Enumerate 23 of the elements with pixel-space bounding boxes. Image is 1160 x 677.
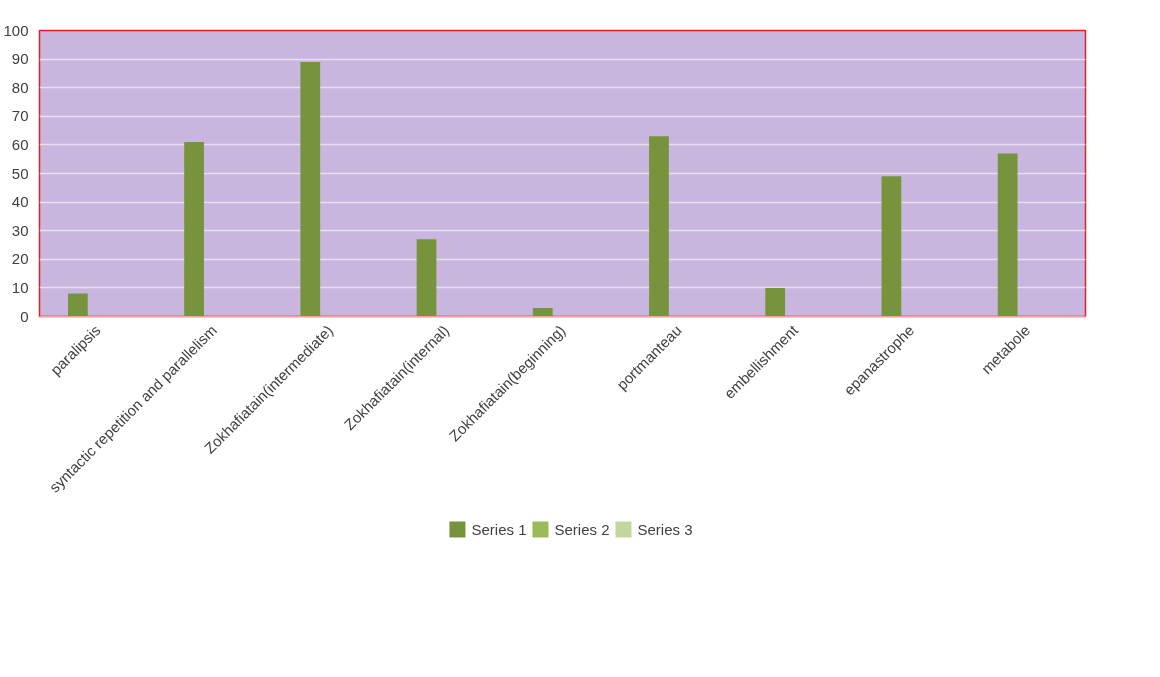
y-tick-label: 90 <box>11 50 29 68</box>
legend-label: Series 2 <box>554 520 610 538</box>
bar <box>881 176 902 317</box>
y-tick-label: 20 <box>11 250 29 268</box>
y-tick-label: 60 <box>11 135 29 153</box>
bar <box>300 61 321 317</box>
bar <box>67 293 88 317</box>
legend-label: Series 3 <box>637 520 693 538</box>
y-tick-label: 0 <box>20 307 29 325</box>
y-tick-label: 70 <box>11 107 29 125</box>
bar <box>649 136 669 317</box>
y-tick-label: 30 <box>11 221 29 239</box>
y-tick-label: 50 <box>11 164 29 182</box>
bar <box>416 239 437 317</box>
y-tick-label: 80 <box>11 78 29 96</box>
bar <box>532 307 553 317</box>
bar <box>997 153 1018 317</box>
y-tick-label: 40 <box>11 193 29 211</box>
legend-label: Series 1 <box>471 520 527 538</box>
y-tick-label: 100 <box>3 21 29 39</box>
y-tick-label: 10 <box>11 278 29 296</box>
bar <box>184 142 204 317</box>
bar <box>765 287 786 317</box>
